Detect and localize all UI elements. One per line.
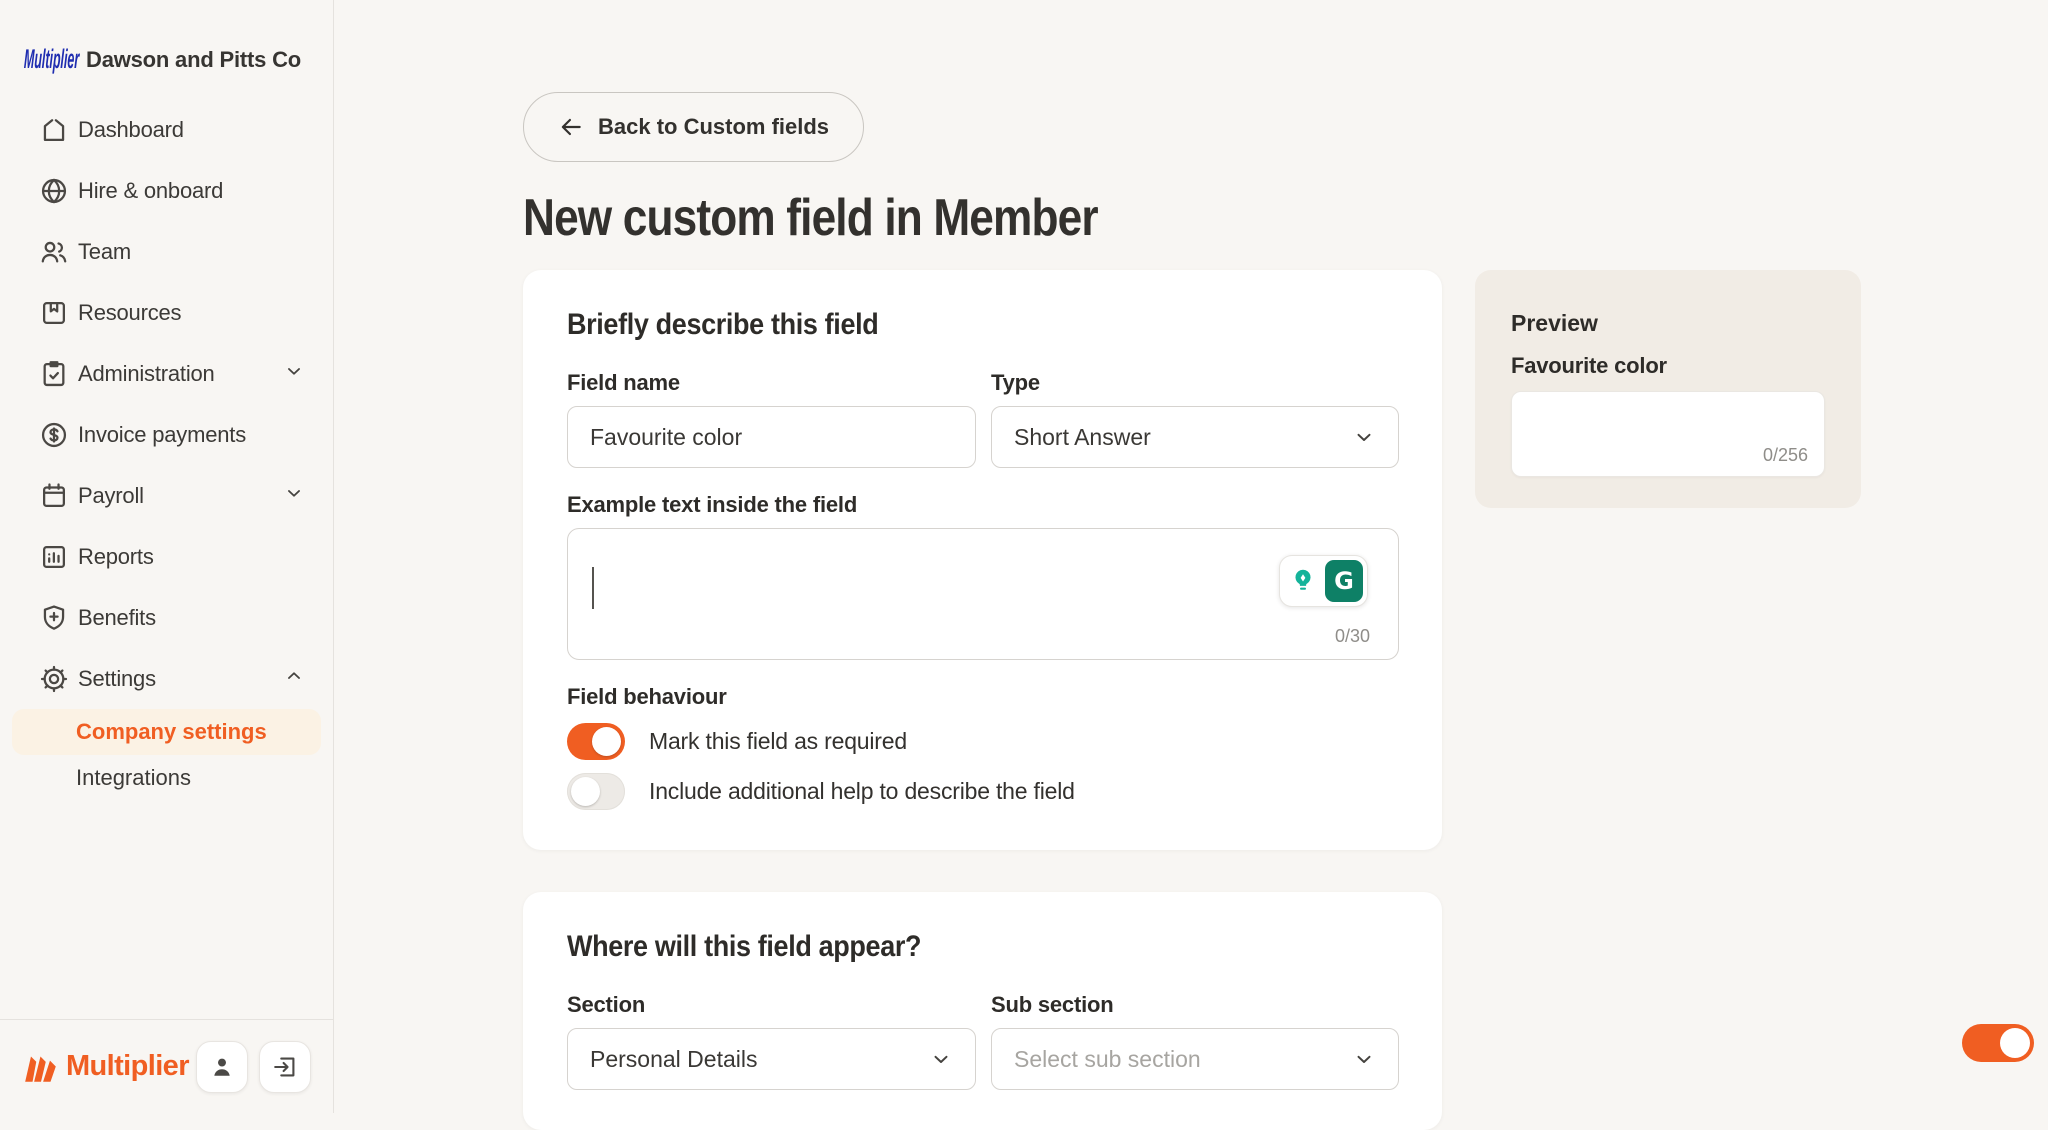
sidebar-item-integrations[interactable]: Integrations <box>76 765 191 790</box>
section-label: Section <box>567 992 646 1017</box>
multiplier-wordmark-blue: Multiplier <box>23 44 80 74</box>
toggle-knob <box>2000 1028 2030 1058</box>
sidebar-item-label: Invoice payments <box>78 421 246 447</box>
example-text-textarea[interactable]: G 0/30 <box>567 528 1399 660</box>
grammarly-widget[interactable]: G <box>1279 555 1368 607</box>
back-to-custom-fields-button[interactable]: Back to Custom fields <box>523 92 865 162</box>
sidebar-item-benefits[interactable]: Benefits <box>0 587 333 648</box>
sidebar-item-team[interactable]: Team <box>0 221 333 282</box>
section-select[interactable]: Personal Details <box>567 1028 976 1090</box>
grammarly-suggestions-icon[interactable] <box>1284 560 1322 602</box>
field-name-input[interactable] <box>567 406 976 468</box>
sidebar-item-reports[interactable]: Reports <box>0 526 333 587</box>
type-select[interactable]: Short Answer <box>991 406 1399 468</box>
sidebar: Multiplier Dawson and Pitts Co Dashboard… <box>0 0 334 1113</box>
chevron-down-icon <box>934 1055 948 1063</box>
sidebar-item-label: Payroll <box>78 482 144 508</box>
sidebar-item-label: Settings <box>78 665 156 691</box>
sidebar-item-payroll[interactable]: Payroll <box>0 465 333 526</box>
example-text-label: Example text inside the field <box>567 492 858 517</box>
chevron-down-icon <box>283 360 305 387</box>
back-button-label: Back to Custom fields <box>598 114 830 139</box>
chevron-up-icon <box>283 665 305 692</box>
sidebar-item-settings[interactable]: Settings <box>0 648 333 709</box>
sidebar-item-label: Hire & onboard <box>78 177 224 203</box>
arrow-left-icon <box>561 118 581 136</box>
subsection-select[interactable]: Select sub section <box>991 1028 1399 1090</box>
additional-help-toggle-label: Include additional help to describe the … <box>649 778 1075 804</box>
clipboard-check-icon <box>43 360 65 386</box>
sidebar-item-company-settings[interactable]: Company settings <box>12 709 321 755</box>
section-select-value: Personal Details <box>590 1045 758 1072</box>
sidebar-nav: Dashboard Hire & onboard Team Resources … <box>0 99 333 801</box>
type-label: Type <box>991 370 1040 395</box>
dollar-circle-icon <box>41 422 67 447</box>
sign-out-button[interactable] <box>259 1040 311 1093</box>
preview-title: Preview <box>1511 310 1598 336</box>
person-icon <box>214 1058 230 1076</box>
sidebar-item-administration[interactable]: Administration <box>0 343 333 404</box>
chevron-down-icon <box>1357 1055 1371 1063</box>
additional-help-toggle-row: Include additional help to describe the … <box>567 773 1398 810</box>
sidebar-item-hire-onboard[interactable]: Hire & onboard <box>0 160 333 221</box>
appear-card-heading: Where will this field appear? <box>567 930 922 963</box>
home-icon <box>43 118 65 141</box>
globe-icon <box>41 178 67 203</box>
preview-field-label: Favourite color <box>1511 353 1667 378</box>
sidebar-item-dashboard[interactable]: Dashboard <box>0 99 333 160</box>
sidebar-item-label: Team <box>78 238 131 264</box>
preview-panel: Preview Favourite color 0/256 <box>1475 270 1861 508</box>
sidebar-footer: Multiplier <box>0 1019 333 1113</box>
footer-buttons <box>196 1040 311 1093</box>
sidebar-item-label: Resources <box>78 299 182 325</box>
multiplier-logo-small: Multiplier <box>24 44 80 75</box>
page-title: New custom field in Member <box>523 189 1099 247</box>
chevron-down-icon <box>283 482 305 509</box>
sidebar-item-label: Dashboard <box>78 116 184 142</box>
describe-card-heading: Briefly describe this field <box>567 308 879 341</box>
sidebar-item-label: Administration <box>78 360 215 386</box>
sidebar-item-label: Reports <box>78 543 154 569</box>
required-toggle-row: Mark this field as required <box>567 723 1398 760</box>
additional-help-toggle[interactable] <box>567 773 625 810</box>
chevron-down-icon <box>1357 433 1371 441</box>
field-behaviour-label: Field behaviour <box>567 684 727 709</box>
sidebar-item-resources[interactable]: Resources <box>0 282 333 343</box>
sign-out-icon <box>274 1057 295 1076</box>
toggle-knob <box>571 777 600 806</box>
required-toggle-label: Mark this field as required <box>649 728 907 754</box>
grammarly-icon[interactable]: G <box>1325 560 1363 602</box>
preview-input-box: 0/256 <box>1511 391 1825 477</box>
field-name-label: Field name <box>567 370 680 395</box>
subsection-select-placeholder: Select sub section <box>1014 1045 1201 1072</box>
preview-char-counter: 0/256 <box>1762 445 1808 465</box>
main-content: Back to Custom fields New custom field i… <box>334 0 2048 1130</box>
sidebar-item-label: Benefits <box>78 604 156 630</box>
type-select-value: Short Answer <box>1014 423 1151 450</box>
text-caret <box>592 567 594 609</box>
describe-field-card: Briefly describe this field Field name T… <box>523 270 1442 850</box>
shield-plus-icon <box>43 604 65 630</box>
multiplier-wordmark-orange: Multiplier <box>66 1050 189 1082</box>
required-toggle[interactable] <box>567 723 625 760</box>
people-icon <box>41 241 67 262</box>
multiplier-logo-mark <box>25 1055 56 1082</box>
profile-button[interactable] <box>196 1040 248 1093</box>
sidebar-item-invoice-payments[interactable]: Invoice payments <box>0 404 333 465</box>
gear-icon <box>40 665 68 692</box>
overlay-toggle[interactable] <box>1962 1024 2034 1062</box>
sidebar-header: Multiplier Dawson and Pitts Co <box>0 0 333 75</box>
book-bookmark-icon <box>42 301 66 324</box>
example-char-counter: 0/30 <box>1334 626 1370 646</box>
company-name: Dawson and Pitts Co <box>86 46 301 72</box>
field-location-card: Where will this field appear? Section Pe… <box>523 892 1442 1130</box>
bar-chart-icon <box>42 545 66 568</box>
toggle-knob <box>592 727 621 756</box>
subsection-label: Sub section <box>991 992 1114 1017</box>
calendar-icon <box>42 482 66 507</box>
